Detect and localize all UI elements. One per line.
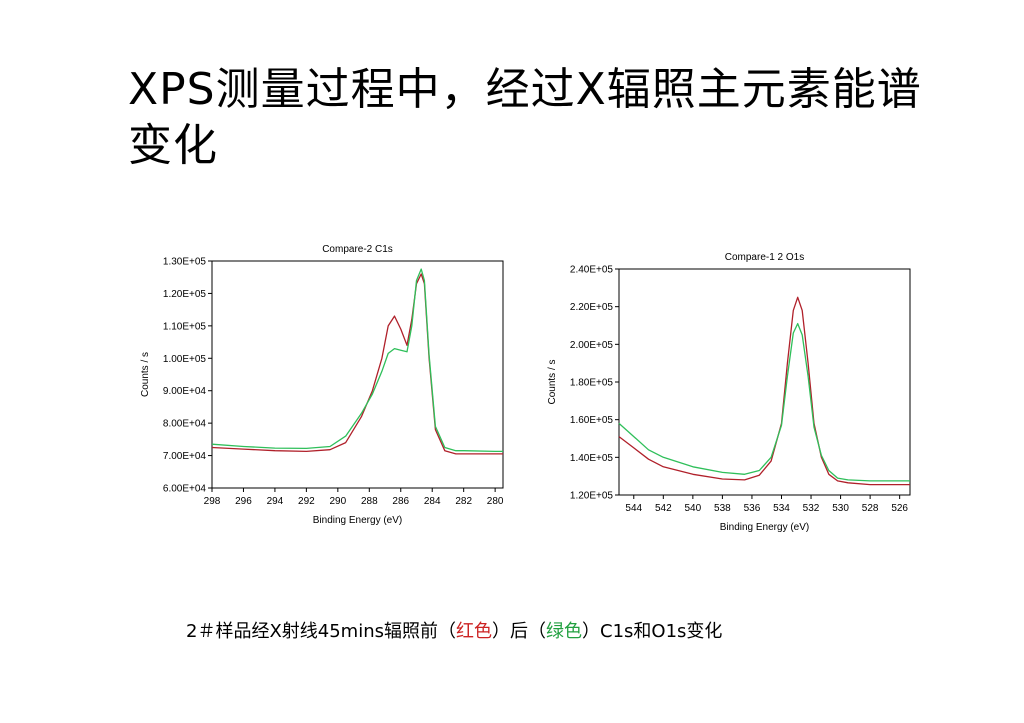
slide-title: XPS测量过程中，经过X辐照主元素能谱变化 xyxy=(128,64,922,171)
x-tick-label: 280 xyxy=(487,496,504,507)
y-axis-label: Counts / s xyxy=(140,352,151,397)
y-tick-label: 1.80E+05 xyxy=(570,378,614,389)
x-tick-label: 528 xyxy=(862,503,879,514)
x-tick-label: 526 xyxy=(891,503,908,514)
x-tick-label: 294 xyxy=(267,496,284,507)
y-tick-label: 1.30E+05 xyxy=(163,257,207,268)
y-tick-label: 1.20E+05 xyxy=(163,289,207,300)
caption-part3: ）C1s和O1s变化 xyxy=(582,621,723,642)
x-tick-label: 298 xyxy=(204,496,221,507)
x-tick-label: 292 xyxy=(298,496,315,507)
y-tick-label: 2.40E+05 xyxy=(570,265,614,276)
y-tick-label: 9.00E+04 xyxy=(163,386,207,397)
x-tick-label: 538 xyxy=(714,503,731,514)
y-tick-label: 6.00E+04 xyxy=(163,484,207,495)
x-tick-label: 284 xyxy=(424,496,441,507)
y-tick-label: 7.00E+04 xyxy=(163,451,207,462)
caption-part2: ）后（ xyxy=(492,621,547,642)
x-tick-label: 544 xyxy=(625,503,642,514)
x-tick-label: 282 xyxy=(455,496,472,507)
series-after-line xyxy=(211,268,503,453)
x-tick-label: 530 xyxy=(832,503,849,514)
x-tick-label: 286 xyxy=(392,496,409,507)
plot-frame xyxy=(618,268,911,496)
y-tick-label: 1.00E+05 xyxy=(163,354,207,365)
series-before-line xyxy=(618,296,910,486)
y-axis-label: Counts / s xyxy=(547,359,558,404)
y-tick-label: 2.00E+05 xyxy=(570,340,614,351)
chart-title: Compare-2 C1s xyxy=(322,244,393,255)
caption-green-text: 绿色 xyxy=(546,621,583,642)
caption-red-text: 红色 xyxy=(456,621,493,642)
y-tick-label: 1.20E+05 xyxy=(570,491,614,502)
x-tick-label: 288 xyxy=(361,496,378,507)
o1s-chart: Compare-1 2 O1s 1.20E+05 1.40E+05 1.60E+05 1… xyxy=(547,252,911,533)
x-tick-label: 290 xyxy=(329,496,346,507)
x-tick-label: 542 xyxy=(655,503,672,514)
x-tick-label: 536 xyxy=(744,503,761,514)
caption-part1: 2＃样品经X射线45mins辐照前（ xyxy=(186,621,457,642)
series-after-line xyxy=(618,322,910,482)
x-axis-label: Binding Energy (eV) xyxy=(313,515,403,526)
x-tick-label: 534 xyxy=(773,503,790,514)
plot-frame xyxy=(211,260,504,489)
y-tick-label: 1.10E+05 xyxy=(163,321,207,332)
y-tick-label: 1.40E+05 xyxy=(570,453,614,464)
c1s-chart: Compare-2 C1s 6.00E+04 7.00E+04 8.00E+04 9.0… xyxy=(140,244,504,526)
chart-title: Compare-1 2 O1s xyxy=(725,252,804,263)
y-tick-label: 1.60E+05 xyxy=(570,415,614,426)
y-tick-label: 2.20E+05 xyxy=(570,302,614,313)
x-tick-label: 540 xyxy=(685,503,702,514)
x-tick-label: 296 xyxy=(235,496,252,507)
x-tick-label: 532 xyxy=(803,503,820,514)
series-before-line xyxy=(211,273,503,455)
x-axis-label: Binding Energy (eV) xyxy=(720,522,810,533)
caption: 2＃样品经X射线45mins辐照前（红色）后（绿色）C1s和O1s变化 xyxy=(186,617,886,643)
y-tick-label: 8.00E+04 xyxy=(163,419,207,430)
